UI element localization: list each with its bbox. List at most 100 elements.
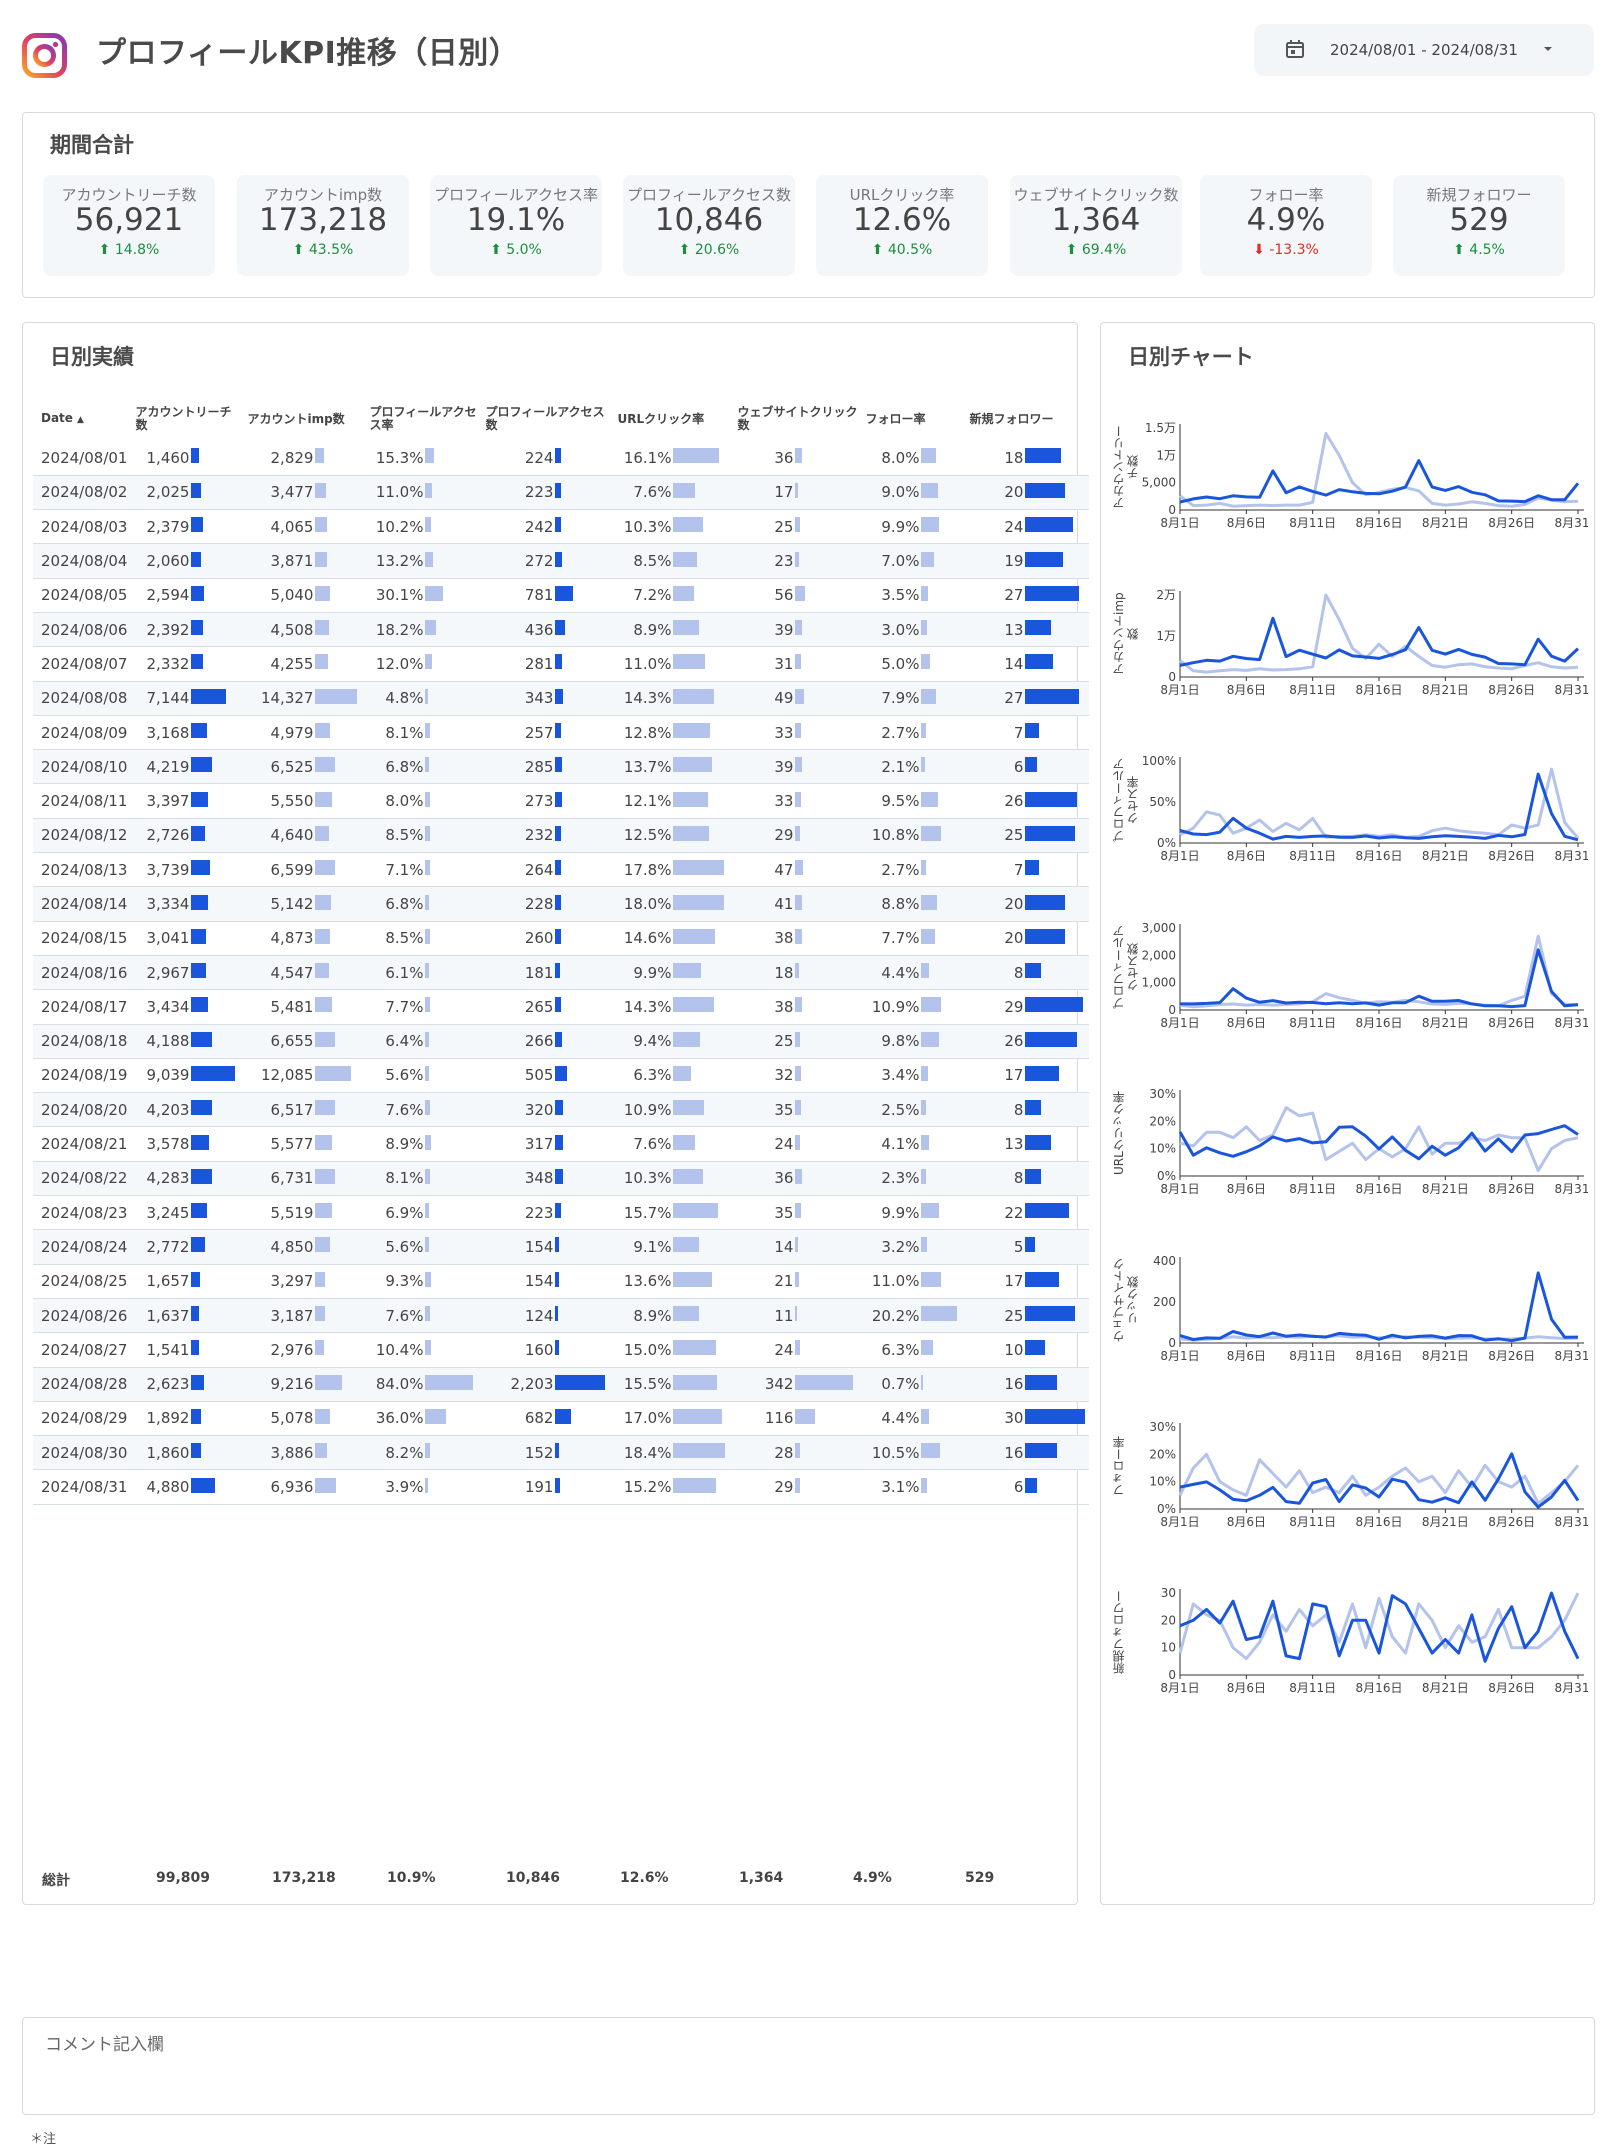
value-cell: 39 [729,612,858,648]
value-cell: 36.0% [361,1401,478,1437]
y-tick-label: 5,000 [1142,476,1176,490]
column-header[interactable]: 新規フォロワー [961,397,1089,441]
cell-bar [315,825,330,841]
value-cell: 29 [961,989,1090,1025]
cell-bar [673,825,709,841]
cell-bar [795,963,799,979]
cell-value: 5.0% [881,654,920,673]
cell-value: 16 [1004,1375,1024,1394]
cell-value: 3.9% [385,1478,424,1497]
table-row: 2024/08/08 7,144 14,327 4.8% 343 14.3% 49 7.9% 2… [33,681,1090,716]
value-cell: 6.3% [609,1058,730,1094]
cell-bar [425,585,443,601]
value-cell: 7.7% [361,989,478,1025]
value-cell: 2,829 [239,441,362,476]
value-cell: 18 [729,955,858,991]
table-row: 2024/08/14 3,334 5,142 6.8% 228 18.0% 41 8.8% 20 [33,886,1090,922]
chart-svg: 100% 50% 0%8月1日 8月6日 8月11日 8月16日 8月21日 8月26日 8月3… [1142,754,1602,863]
cell-value: 3.5% [881,586,920,605]
total-value: 10.9% [387,1870,436,1886]
chart-y-label: アカウントリーチ数 [1112,425,1140,509]
cell-bar [425,448,435,464]
x-tick-label: 8月31日 [1555,516,1588,530]
value-cell: 10.4% [361,1332,478,1368]
cell-bar [191,620,204,636]
value-cell: 14 [961,646,1090,682]
x-tick-label: 8月16日 [1356,1349,1403,1363]
cell-bar [921,894,938,910]
cell-bar [673,1374,718,1390]
cell-bar [673,1168,703,1184]
y-tick-label: 30% [1149,1420,1176,1434]
table-row: 2024/08/17 3,434 5,481 7.7% 265 14.3% 38 10.9% 2… [33,989,1090,1025]
cell-bar [191,723,207,739]
line-chart: プロフィールアクセス数 3,000 2,000 1,000 0 8月1日 8月6日 8月11日… [1108,918,1601,1048]
column-header[interactable]: アカウントリーチ数 [127,397,239,441]
value-cell: 4,508 [239,612,362,648]
cell-value: 20.2% [871,1306,920,1325]
cell-value: 14.3% [623,997,672,1016]
value-cell: 5,519 [239,1195,362,1231]
cell-bar [673,620,699,636]
value-cell: 116 [729,1401,858,1437]
cell-bar [1025,963,1042,979]
cell-value: 1,860 [146,1443,190,1462]
value-cell: 5,142 [239,886,362,922]
value-cell: 23 [729,543,858,579]
comment-box[interactable]: コメント記入欄 [22,2017,1595,2115]
value-cell: 1,657 [127,1264,240,1299]
value-cell: 320 [477,1092,610,1128]
cell-bar [425,791,431,807]
date-range-picker[interactable]: 2024/08/01 - 2024/08/31 [1254,24,1594,76]
cell-value: 1,637 [146,1306,190,1325]
kpi-value: 12.6% [852,202,952,238]
value-cell: 682 [477,1401,610,1437]
column-header[interactable]: フォロー率 [857,397,961,441]
cell-value: 8.2% [385,1443,424,1462]
cell-value: 6,731 [270,1169,314,1188]
cell-value: 29 [774,826,794,845]
value-cell: 2,967 [127,955,240,991]
value-cell: 4,065 [239,509,362,545]
date-cell: 2024/08/03 [33,509,128,545]
cell-bar [425,723,431,739]
line-chart: URLクリック率 30% 20% 10% 0% 8月1日 8月6日 8月11日 8月16日 8月2… [1108,1084,1601,1214]
cell-value: 13.2% [375,552,424,571]
cell-bar [425,1203,430,1219]
cell-bar [1025,928,1066,944]
cell-value: 9.3% [385,1272,424,1291]
cell-bar [1025,1203,1070,1219]
value-cell: 10.5% [857,1435,962,1471]
cell-bar [425,688,429,704]
value-cell: 4.4% [857,955,962,991]
column-header[interactable]: プロフィールアクセス数 [477,397,609,441]
cell-bar [795,894,803,910]
cell-bar [315,963,329,979]
cell-value: 342 [764,1375,794,1394]
cell-value: 27 [1004,586,1024,605]
column-header[interactable]: ウェブサイトクリック数 [729,397,857,441]
cell-bar [425,1271,431,1287]
cell-value: 17 [774,483,794,502]
value-cell: 11.0% [361,475,478,511]
column-header[interactable]: アカウントimp数 [239,397,361,441]
cell-bar [315,1065,351,1081]
value-cell: 2.7% [857,715,962,751]
cell-value: 228 [524,895,554,913]
column-header[interactable]: Date ▲ [33,397,127,441]
value-cell: 5,040 [239,578,362,613]
cell-value: 2,060 [146,552,190,571]
x-tick-label: 8月26日 [1488,1681,1535,1695]
value-cell: 19 [961,543,1090,579]
date-cell: 2024/08/21 [33,1126,128,1162]
column-header[interactable]: プロフィールアクセス率 [361,397,477,441]
cell-value: 23 [774,552,794,571]
cell-value: 6.3% [633,1066,672,1085]
cell-value: 232 [524,826,554,845]
cell-bar [921,1065,928,1081]
cell-value: 6.1% [385,963,424,982]
date-cell: 2024/08/24 [33,1229,128,1265]
cell-value: 12.0% [375,654,424,673]
column-header[interactable]: URLクリック率 [609,397,729,441]
